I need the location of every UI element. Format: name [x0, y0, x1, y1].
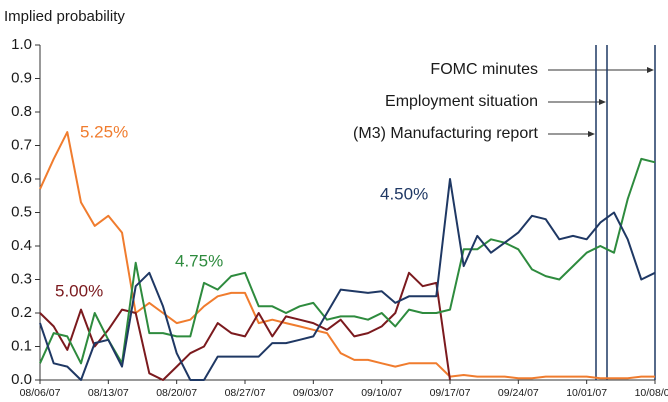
- x-tick-label: 09/24/07: [498, 387, 539, 399]
- annotation: FOMC minutes: [430, 61, 538, 78]
- y-tick-label: 0.9: [11, 69, 32, 86]
- arrow-head: [647, 67, 654, 73]
- series-line: [39, 271, 451, 381]
- x-tick-label: 08/27/07: [225, 387, 266, 399]
- arrow-head: [588, 131, 595, 137]
- series-label: 4.75%: [175, 251, 223, 270]
- series-line: [39, 131, 655, 380]
- y-tick-label: 0.2: [11, 304, 32, 321]
- annotation: (M3) Manufacturing report: [353, 125, 539, 142]
- series-line: [39, 178, 656, 381]
- y-tick-label: 0.5: [11, 203, 32, 220]
- x-tick-label: 08/20/07: [156, 387, 197, 399]
- y-tick-label: 0.0: [11, 371, 32, 388]
- series-line: [39, 157, 656, 365]
- x-tick-label: 08/06/07: [20, 387, 61, 399]
- x-tick-label: 08/13/07: [88, 387, 129, 399]
- x-tick-label: 10/08/07: [635, 387, 668, 399]
- annotation: Employment situation: [385, 93, 538, 110]
- x-tick-label: 09/03/07: [293, 387, 334, 399]
- arrow-head: [599, 99, 606, 105]
- series-label: 4.50%: [380, 184, 428, 203]
- y-tick-label: 0.1: [11, 337, 32, 354]
- series-label: 5.00%: [55, 281, 103, 300]
- y-tick-label: 0.3: [11, 270, 32, 287]
- x-tick-label: 09/17/07: [430, 387, 471, 399]
- x-tick-label: 09/10/07: [361, 387, 402, 399]
- y-tick-label: 0.8: [11, 103, 32, 120]
- y-tick-label: 0.6: [11, 170, 32, 187]
- y-tick-label: 1.0: [11, 36, 32, 53]
- series-label: 5.25%: [80, 122, 128, 141]
- x-tick-label: 10/01/07: [566, 387, 607, 399]
- y-axis-title: Implied probability: [4, 8, 125, 25]
- y-tick-label: 0.7: [11, 136, 32, 153]
- y-tick-label: 0.4: [11, 237, 32, 254]
